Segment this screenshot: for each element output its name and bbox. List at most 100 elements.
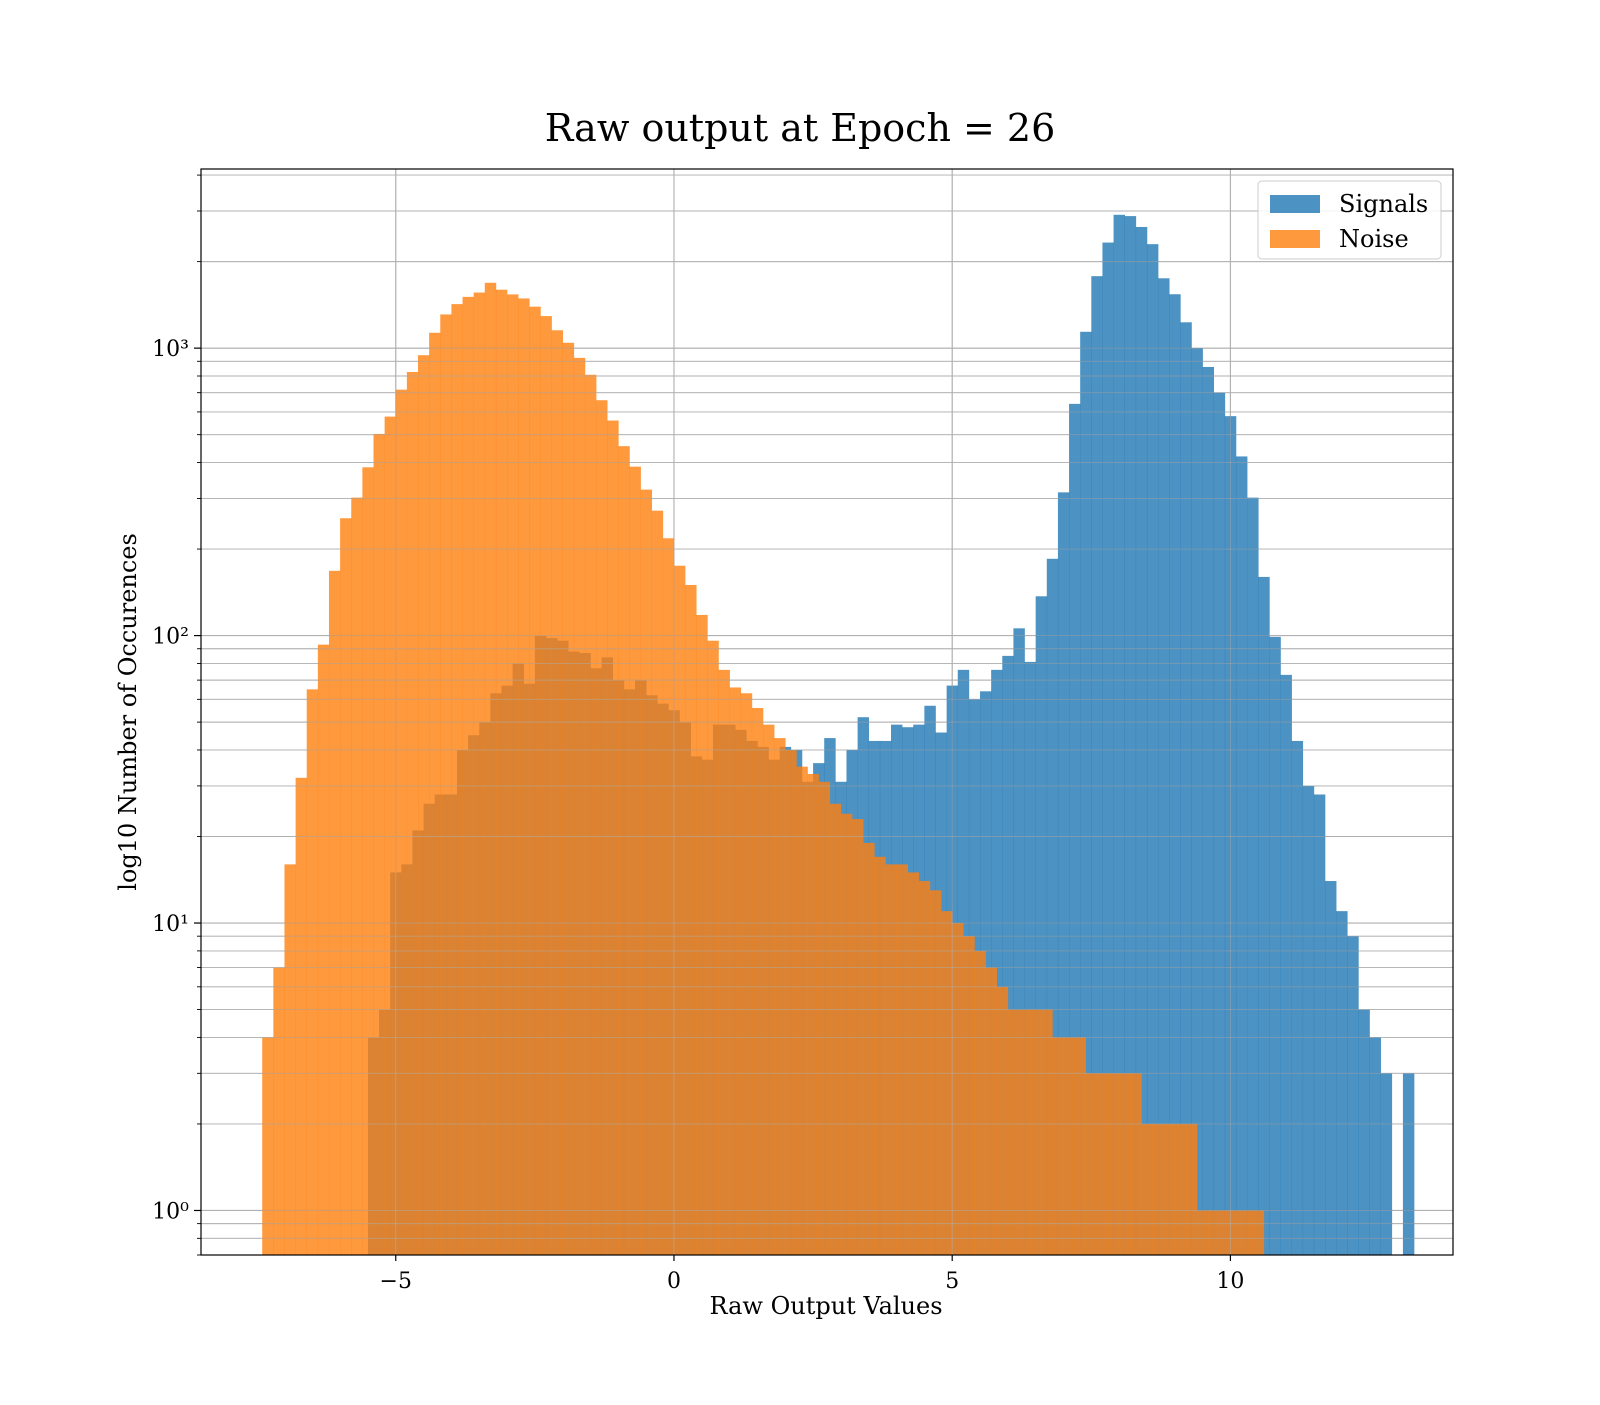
noise-bar — [418, 355, 430, 1255]
signals-bar — [1091, 276, 1103, 1255]
noise-bar — [507, 294, 519, 1255]
noise-bar — [607, 420, 619, 1255]
noise-bar — [974, 950, 986, 1255]
signals-bar — [1135, 226, 1148, 1255]
noise-bar — [963, 936, 975, 1255]
noise-bar — [863, 842, 875, 1255]
noise-bar — [1018, 1009, 1031, 1255]
noise-bar — [740, 693, 753, 1255]
noise-bar — [907, 872, 920, 1255]
bars-layer — [262, 214, 1415, 1256]
noise-bar — [662, 538, 675, 1255]
signals-bar — [1213, 392, 1226, 1256]
noise-bar — [406, 372, 419, 1255]
signals-legend-label: Signals — [1339, 190, 1428, 218]
noise-bar — [395, 389, 408, 1256]
noise-bar — [651, 510, 664, 1255]
noise-bar — [473, 292, 486, 1255]
noise-bar — [1041, 1009, 1053, 1255]
noise-bar — [796, 766, 808, 1255]
signals-bar — [1169, 294, 1181, 1255]
noise-bar — [1163, 1123, 1176, 1255]
signals-bar — [1258, 576, 1270, 1255]
noise-bar — [1208, 1210, 1220, 1255]
noise-bar — [451, 304, 463, 1255]
noise-bar — [573, 357, 586, 1255]
signals-bar — [1336, 911, 1348, 1255]
noise-bar — [1197, 1210, 1209, 1255]
noise-bar — [1230, 1210, 1242, 1255]
signals-bar — [1235, 456, 1248, 1256]
signals-bar — [1024, 661, 1036, 1255]
signals-bar — [1402, 1073, 1415, 1255]
noise-bar — [818, 781, 831, 1255]
signals-bar — [1046, 558, 1059, 1255]
x-tick-label: 0 — [667, 1269, 681, 1294]
noise-bar — [273, 967, 285, 1255]
noise-legend-swatch — [1270, 230, 1320, 248]
noise-bar — [1108, 1073, 1120, 1255]
noise-bar — [518, 298, 530, 1255]
noise-bar — [495, 289, 508, 1255]
signals-bar — [1124, 216, 1137, 1255]
noise-bar — [1219, 1210, 1231, 1255]
noise-bar — [1074, 1037, 1087, 1255]
signals-bar — [1313, 794, 1326, 1255]
noise-bar — [1130, 1073, 1142, 1255]
noise-bar — [317, 644, 330, 1255]
noise-bar — [262, 1037, 274, 1255]
signals-bar — [1013, 628, 1025, 1255]
signals-bar — [1080, 331, 1092, 1256]
y-axis: 10⁰ 10¹ 10² 10³ — [152, 174, 201, 1256]
signals-legend-swatch — [1270, 195, 1320, 213]
signals-bar — [1347, 936, 1359, 1255]
noise-bar — [1096, 1073, 1109, 1255]
noise-bar — [874, 856, 886, 1255]
noise-bar — [584, 374, 597, 1255]
noise-bar — [284, 864, 296, 1255]
noise-bar — [929, 890, 942, 1255]
noise-bar — [596, 400, 608, 1255]
y-tick-label: 10⁰ — [152, 1199, 189, 1224]
noise-bar — [1030, 1009, 1042, 1255]
chart-title: Raw output at Epoch = 26 — [545, 106, 1056, 150]
noise-bar — [763, 724, 775, 1255]
noise-bar — [1119, 1073, 1131, 1255]
noise-bar — [1241, 1210, 1253, 1255]
noise-bar — [562, 342, 575, 1255]
noise-bar — [807, 773, 819, 1255]
noise-bar — [840, 813, 853, 1255]
noise-bar — [618, 446, 630, 1255]
noise-bar — [1085, 1073, 1098, 1255]
noise-bar — [429, 332, 441, 1255]
signals-bar — [1158, 278, 1170, 1255]
signals-bar — [1102, 242, 1114, 1255]
noise-bar — [484, 282, 497, 1255]
signals-bar — [1191, 348, 1203, 1255]
noise-bar — [729, 687, 742, 1255]
signals-bar — [1291, 740, 1304, 1255]
noise-bar — [1185, 1123, 1198, 1255]
noise-bar — [1152, 1123, 1164, 1255]
noise-bar — [373, 433, 385, 1256]
noise-bar — [1174, 1123, 1187, 1255]
noise-bar — [718, 669, 730, 1255]
noise-bar — [1252, 1210, 1265, 1255]
signals-bar — [1035, 596, 1048, 1255]
signals-bar — [1302, 785, 1315, 1255]
signals-bar — [1180, 322, 1192, 1255]
noise-bar — [952, 923, 964, 1255]
x-tick-label: 5 — [945, 1269, 959, 1294]
noise-bar — [696, 614, 708, 1255]
noise-legend-label: Noise — [1339, 225, 1409, 253]
noise-bar — [829, 803, 842, 1255]
signals-bar — [1358, 1009, 1370, 1255]
signals-bar — [1369, 1037, 1381, 1255]
noise-bar — [1063, 1037, 1075, 1255]
noise-bar — [996, 986, 1009, 1255]
signals-bar — [1380, 1073, 1393, 1255]
noise-bar — [751, 707, 764, 1255]
signals-bar — [1057, 492, 1070, 1255]
noise-bar — [985, 967, 998, 1255]
x-axis-label: Raw Output Values — [709, 1292, 942, 1320]
